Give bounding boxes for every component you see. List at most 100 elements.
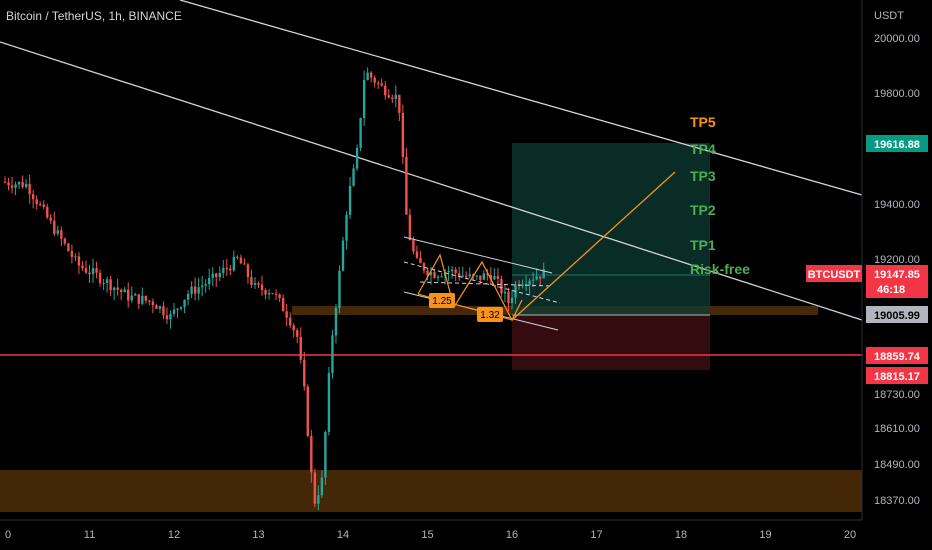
candle-body bbox=[127, 289, 130, 301]
candle-body bbox=[412, 240, 415, 252]
candle-body bbox=[116, 287, 119, 290]
candle-body bbox=[408, 214, 412, 241]
x-tick-label: 16 bbox=[506, 529, 518, 541]
svg-text:19005.99: 19005.99 bbox=[874, 310, 920, 322]
y-tick-label: 18730.00 bbox=[874, 389, 920, 401]
candle-body bbox=[355, 147, 359, 169]
candle-body bbox=[98, 272, 102, 284]
x-tick-label: 13 bbox=[252, 529, 264, 541]
time-axis-background[interactable] bbox=[0, 520, 932, 550]
candle-body bbox=[260, 284, 264, 291]
candle-body bbox=[46, 206, 49, 218]
candle-body bbox=[204, 284, 207, 286]
candle-body bbox=[7, 182, 10, 186]
harmonic-pattern-line bbox=[417, 253, 523, 322]
candle-body bbox=[359, 118, 362, 148]
candle-body bbox=[119, 289, 123, 293]
candle-body bbox=[236, 256, 239, 258]
candle-body bbox=[310, 435, 313, 473]
candle-body bbox=[35, 199, 38, 205]
candle-body bbox=[535, 276, 538, 280]
x-tick-label: 14 bbox=[337, 529, 349, 541]
candle-body bbox=[197, 287, 200, 294]
candle-body bbox=[285, 311, 288, 318]
candle-body bbox=[394, 94, 398, 99]
price-tag-18859: 18859.74 bbox=[866, 347, 928, 364]
candle-body bbox=[10, 185, 14, 188]
svg-text:46:18: 46:18 bbox=[877, 284, 905, 296]
last-price-tag: 19147.85 46:18 bbox=[866, 265, 928, 298]
candle-body bbox=[503, 291, 507, 294]
candle-body bbox=[345, 214, 348, 241]
candle-body bbox=[489, 274, 493, 280]
candle-body bbox=[317, 495, 320, 504]
candle-body bbox=[102, 282, 105, 284]
candle-body bbox=[468, 274, 471, 277]
candle-body bbox=[369, 72, 373, 78]
candle-body bbox=[429, 272, 433, 276]
x-tick-label: 17 bbox=[590, 529, 602, 541]
candle-body bbox=[281, 298, 285, 312]
candle-body bbox=[91, 268, 95, 275]
projected-path-line bbox=[511, 171, 676, 321]
candle-body bbox=[56, 230, 60, 234]
candle-body bbox=[296, 330, 299, 337]
y-tick-label: 19200.00 bbox=[874, 254, 920, 266]
price-tag-19616: 19616.88 bbox=[866, 135, 928, 152]
y-tick-label: 18490.00 bbox=[874, 459, 920, 471]
candle-body bbox=[28, 183, 31, 195]
x-tick-label: 12 bbox=[168, 529, 180, 541]
candle-body bbox=[341, 240, 345, 271]
candle-body bbox=[112, 287, 116, 291]
candle-body bbox=[419, 257, 422, 264]
candle-body bbox=[123, 289, 126, 293]
candle-body bbox=[465, 275, 468, 277]
candle-body bbox=[405, 156, 408, 215]
candle-body bbox=[440, 276, 443, 278]
time-axis-ticks: 0 11 12 13 14 15 16 17 18 19 20 bbox=[5, 529, 856, 541]
wedge-dashed-line-2 bbox=[419, 281, 553, 287]
candle-body bbox=[53, 220, 56, 234]
candle-body bbox=[63, 238, 67, 244]
candle-body bbox=[232, 256, 236, 271]
candle-body bbox=[384, 85, 387, 96]
candle-body bbox=[510, 297, 514, 304]
fib-label-1: 1.25 bbox=[429, 293, 455, 308]
candle-body bbox=[313, 472, 317, 504]
candle-body bbox=[151, 301, 155, 306]
candle-body bbox=[348, 185, 352, 215]
candle-body bbox=[193, 286, 197, 294]
candle-body bbox=[486, 273, 489, 275]
candle-body bbox=[49, 217, 52, 221]
candle-body bbox=[507, 291, 510, 304]
candle-body bbox=[327, 372, 331, 432]
candle-body bbox=[461, 275, 464, 277]
target-label-tp4: TP4 bbox=[690, 141, 716, 157]
candle-body bbox=[42, 204, 45, 207]
candle-body bbox=[264, 290, 267, 295]
price-axis-unit: USDT bbox=[874, 10, 904, 22]
channel-upper-line bbox=[179, 0, 863, 196]
candle-body bbox=[267, 293, 271, 295]
symbol-tag: BTCUSDT bbox=[806, 265, 862, 282]
candle-body bbox=[84, 268, 88, 273]
candle-body bbox=[479, 275, 482, 280]
candle-body bbox=[225, 267, 229, 269]
candle-body bbox=[320, 477, 324, 496]
candle-body bbox=[422, 263, 426, 271]
candle-body bbox=[482, 273, 486, 280]
candle-body bbox=[373, 77, 376, 83]
svg-text:18859.74: 18859.74 bbox=[874, 351, 921, 363]
candle-body bbox=[105, 279, 109, 283]
candle-body bbox=[88, 272, 91, 275]
long-position-profit-zone bbox=[512, 143, 710, 315]
candle-body bbox=[109, 279, 112, 291]
candle-body bbox=[278, 294, 281, 299]
candle-body bbox=[542, 269, 545, 279]
candle-body bbox=[299, 336, 302, 360]
candle-body bbox=[292, 325, 295, 331]
candle-body bbox=[155, 305, 158, 309]
x-tick-label: 18 bbox=[675, 529, 687, 541]
candle-body bbox=[134, 294, 137, 296]
